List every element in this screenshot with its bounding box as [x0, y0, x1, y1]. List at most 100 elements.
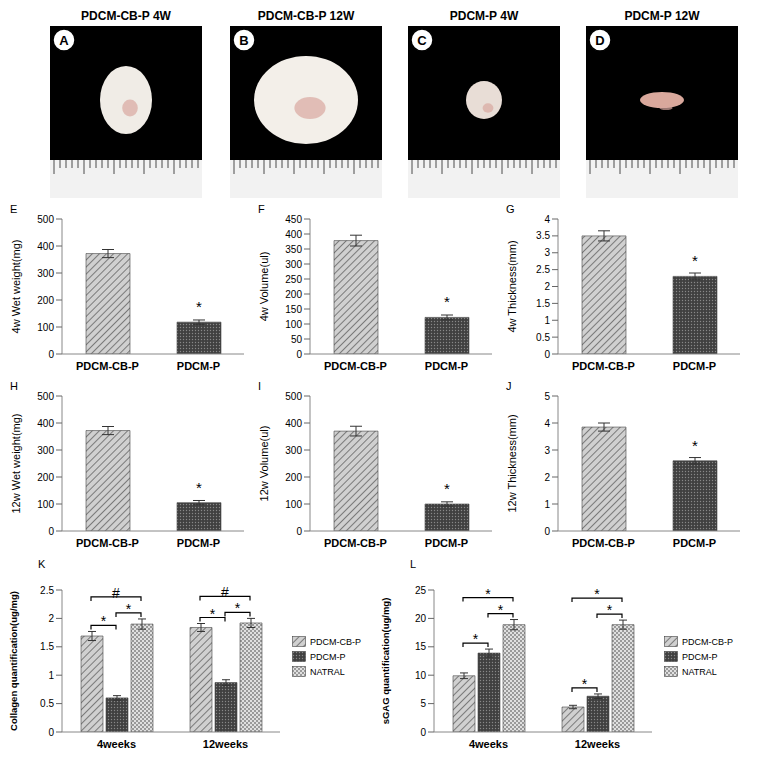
svg-text:B: B	[239, 33, 248, 48]
svg-text:4w Volume(ul): 4w Volume(ul)	[258, 252, 270, 322]
svg-text:1.5: 1.5	[536, 298, 550, 309]
svg-text:300: 300	[285, 259, 302, 270]
svg-text:*: *	[692, 252, 698, 269]
svg-text:*: *	[594, 586, 600, 602]
svg-text:*: *	[485, 586, 491, 602]
svg-text:400: 400	[285, 229, 302, 240]
svg-text:3: 3	[544, 247, 550, 258]
svg-text:*: *	[196, 479, 202, 496]
svg-text:PDCM-CB-P: PDCM-CB-P	[572, 537, 635, 549]
svg-text:*: *	[582, 676, 588, 692]
svg-text:25: 25	[415, 585, 427, 596]
svg-text:2: 2	[544, 281, 550, 292]
svg-text:300: 300	[37, 268, 54, 279]
svg-text:500: 500	[37, 214, 54, 225]
svg-text:PDCM-CB-P: PDCM-CB-P	[572, 360, 635, 372]
svg-text:4: 4	[544, 214, 550, 225]
svg-text:1: 1	[48, 670, 54, 681]
svg-text:sGAG quantification(ug/mg): sGAG quantification(ug/mg)	[380, 598, 391, 725]
svg-text:12w Volume(ul): 12w Volume(ul)	[258, 426, 270, 502]
svg-text:100: 100	[37, 499, 54, 510]
svg-text:350: 350	[285, 244, 302, 255]
svg-text:100: 100	[285, 319, 302, 330]
svg-text:2: 2	[544, 472, 550, 483]
svg-text:2.5: 2.5	[536, 264, 550, 275]
svg-text:PDCM-P: PDCM-P	[673, 537, 716, 549]
svg-text:300: 300	[285, 445, 302, 456]
svg-text:0: 0	[544, 526, 550, 537]
svg-text:PDCM-CB-P: PDCM-CB-P	[76, 360, 139, 372]
svg-text:*: *	[607, 602, 613, 618]
svg-text:200: 200	[37, 295, 54, 306]
svg-text:*: *	[196, 298, 202, 315]
svg-text:PDCM-P: PDCM-P	[673, 360, 716, 372]
svg-text:4weeks: 4weeks	[469, 738, 508, 750]
svg-text:PDCM-P: PDCM-P	[425, 360, 468, 372]
svg-text:Collagen quantification(ug/mg): Collagen quantification(ug/mg)	[8, 591, 19, 731]
svg-text:A: A	[59, 33, 69, 48]
svg-text:*: *	[235, 600, 241, 616]
svg-text:0: 0	[296, 349, 302, 360]
svg-text:1: 1	[544, 315, 550, 326]
svg-text:1: 1	[544, 499, 550, 510]
svg-text:PDCM-P: PDCM-P	[425, 537, 468, 549]
svg-text:10: 10	[415, 670, 427, 681]
svg-text:*: *	[444, 293, 450, 310]
svg-text:15: 15	[415, 641, 427, 652]
svg-text:*: *	[498, 602, 504, 618]
svg-text:PDCM-P: PDCM-P	[177, 360, 220, 372]
svg-text:C: C	[417, 33, 427, 48]
svg-text:0.5: 0.5	[40, 698, 54, 709]
svg-text:300: 300	[37, 445, 54, 456]
svg-text:400: 400	[37, 418, 54, 429]
svg-text:0: 0	[48, 526, 54, 537]
svg-text:4: 4	[544, 418, 550, 429]
svg-text:5: 5	[420, 698, 426, 709]
svg-text:2.5: 2.5	[40, 585, 54, 596]
svg-text:500: 500	[285, 391, 302, 402]
svg-text:200: 200	[285, 472, 302, 483]
svg-text:20: 20	[415, 613, 427, 624]
svg-text:0: 0	[420, 727, 426, 738]
svg-text:0: 0	[544, 349, 550, 360]
svg-text:50: 50	[291, 334, 303, 345]
svg-text:#: #	[221, 584, 229, 600]
svg-text:D: D	[595, 33, 604, 48]
svg-text:450: 450	[285, 214, 302, 225]
svg-text:*: *	[444, 480, 450, 497]
svg-text:100: 100	[285, 499, 302, 510]
svg-text:0.5: 0.5	[536, 332, 550, 343]
svg-text:0: 0	[48, 727, 54, 738]
svg-text:12weeks: 12weeks	[575, 738, 620, 750]
svg-text:*: *	[126, 601, 132, 617]
svg-text:4weeks: 4weeks	[97, 738, 136, 750]
svg-text:0: 0	[296, 526, 302, 537]
svg-text:*: *	[692, 437, 698, 454]
svg-text:4w Wet weight(mg): 4w Wet weight(mg)	[10, 240, 22, 334]
svg-text:3.5: 3.5	[536, 230, 550, 241]
svg-text:PDCM-CB-P: PDCM-CB-P	[324, 360, 387, 372]
svg-text:PDCM-P: PDCM-P	[177, 537, 220, 549]
svg-text:500: 500	[37, 391, 54, 402]
svg-text:3: 3	[544, 445, 550, 456]
svg-text:5: 5	[544, 391, 550, 402]
svg-text:200: 200	[285, 289, 302, 300]
svg-text:*: *	[101, 613, 107, 629]
svg-text:*: *	[473, 631, 479, 647]
svg-text:400: 400	[285, 418, 302, 429]
svg-text:12w Thickness(mm): 12w Thickness(mm)	[506, 414, 518, 512]
svg-text:100: 100	[37, 322, 54, 333]
svg-text:12w Wet weight(mg): 12w Wet weight(mg)	[10, 413, 22, 513]
svg-text:PDCM-CB-P: PDCM-CB-P	[76, 537, 139, 549]
svg-text:2: 2	[48, 613, 54, 624]
svg-text:200: 200	[37, 472, 54, 483]
svg-text:4w Thickness(mm): 4w Thickness(mm)	[506, 240, 518, 332]
svg-text:150: 150	[285, 304, 302, 315]
svg-text:0: 0	[48, 349, 54, 360]
svg-text:250: 250	[285, 274, 302, 285]
svg-text:1.5: 1.5	[40, 641, 54, 652]
svg-text:12weeks: 12weeks	[203, 738, 248, 750]
svg-text:400: 400	[37, 241, 54, 252]
svg-text:PDCM-CB-P: PDCM-CB-P	[324, 537, 387, 549]
svg-text:*: *	[210, 606, 216, 622]
